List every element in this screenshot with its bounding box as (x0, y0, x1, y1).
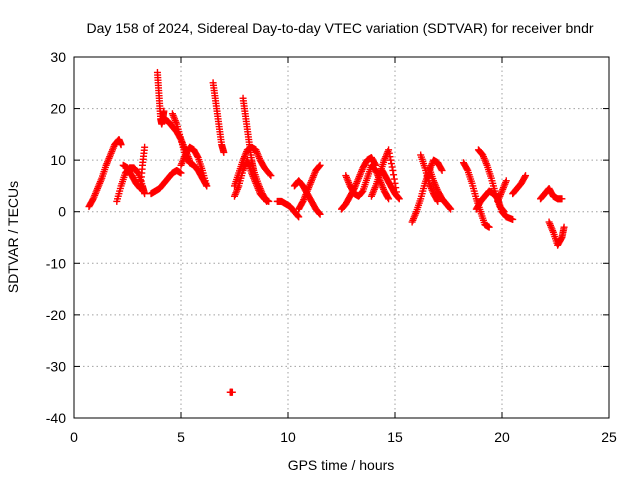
data-point-marker (315, 209, 323, 217)
series-arc9 (209, 79, 228, 156)
data-point-marker (141, 190, 149, 198)
data-point-marker (463, 165, 471, 173)
tick-layer: 0 5 10 15 20 25 -40 -30 -20 -10 0 10 20 30 (46, 49, 617, 445)
x-tick-label: 0 (70, 429, 78, 445)
y-tick-label: 30 (50, 49, 66, 65)
data-point-marker (438, 166, 446, 174)
data-point-marker (509, 215, 517, 223)
data-point-marker (560, 223, 568, 231)
x-axis-label: GPS time / hours (288, 457, 395, 473)
data-point-marker (267, 172, 275, 180)
data-point-marker (522, 172, 530, 180)
data-point-marker (387, 156, 395, 164)
data-point-marker (558, 195, 566, 203)
x-tick-label: 25 (601, 429, 617, 445)
series-arc3 (119, 143, 149, 193)
data-point-marker (294, 212, 302, 220)
series-arc28 (509, 172, 530, 198)
data-point-marker (263, 197, 271, 205)
series-arc30 (545, 218, 568, 249)
data-point-marker (177, 169, 185, 177)
data-point-marker (385, 149, 393, 157)
series-arc26 (472, 187, 517, 223)
data-point-marker (395, 195, 403, 203)
y-tick-label: -10 (46, 255, 66, 271)
data-point-marker (390, 171, 398, 179)
series-arc24 (459, 159, 493, 231)
x-tick-label: 15 (387, 429, 403, 445)
data-point-marker (266, 170, 274, 178)
series-arc27 (494, 177, 510, 205)
data-point-marker (141, 143, 149, 151)
data-point-marker (385, 195, 393, 203)
grid-layer (74, 57, 609, 418)
series-arc29 (537, 185, 566, 203)
data-point-marker (295, 213, 303, 221)
series-arc23 (425, 164, 455, 213)
data-point-marker (388, 163, 396, 171)
data-point-marker (385, 146, 393, 154)
y-tick-label: 20 (50, 101, 66, 117)
plot-frame (73, 56, 610, 419)
x-tick-label: 10 (280, 429, 296, 445)
data-point-marker (316, 161, 324, 169)
data-point-marker (521, 173, 529, 181)
series-arc13 (239, 94, 271, 205)
data-point-marker (447, 205, 455, 213)
y-tick-label: -40 (46, 410, 66, 426)
data-point-marker (203, 182, 211, 190)
series-arc20 (378, 166, 403, 203)
series-arc10 (226, 388, 236, 396)
data-point-marker (390, 175, 398, 183)
series-arc16 (295, 161, 324, 213)
data-point-marker (220, 148, 228, 156)
data-point-marker (316, 210, 324, 218)
data-point-marker (395, 194, 403, 202)
data-point-marker (446, 204, 454, 212)
data-point-marker (262, 196, 270, 204)
y-tick-label: -30 (46, 358, 66, 374)
data-point-marker (160, 107, 168, 115)
data-point-marker (387, 160, 395, 168)
y-axis-label: SDTVAR / TECUs (5, 181, 21, 293)
data-point-marker (315, 162, 323, 170)
data-point-marker (485, 223, 493, 231)
data-point-marker (437, 165, 445, 173)
series-arc18 (342, 161, 393, 203)
data-point-marker (384, 194, 392, 202)
data-point-marker (386, 153, 394, 161)
x-tick-label: 20 (494, 429, 510, 445)
data-point-marker (434, 197, 442, 205)
data-point-marker (389, 166, 397, 174)
series-arc1 (85, 136, 125, 211)
series-arc4 (147, 166, 185, 198)
data-point-marker (117, 141, 125, 149)
data-point-marker (502, 177, 510, 185)
x-tick-label: 5 (177, 429, 185, 445)
y-tick-label: 0 (58, 204, 66, 220)
y-tick-label: -20 (46, 307, 66, 323)
series-arc8 (177, 143, 211, 190)
y-tick-label: 10 (50, 152, 66, 168)
points-layer (85, 68, 568, 396)
chart-title: Day 158 of 2024, Sidereal Day-to-day VTE… (86, 20, 593, 36)
data-point-marker (193, 152, 201, 160)
data-point-marker (228, 388, 236, 396)
series-arc14 (273, 197, 303, 221)
